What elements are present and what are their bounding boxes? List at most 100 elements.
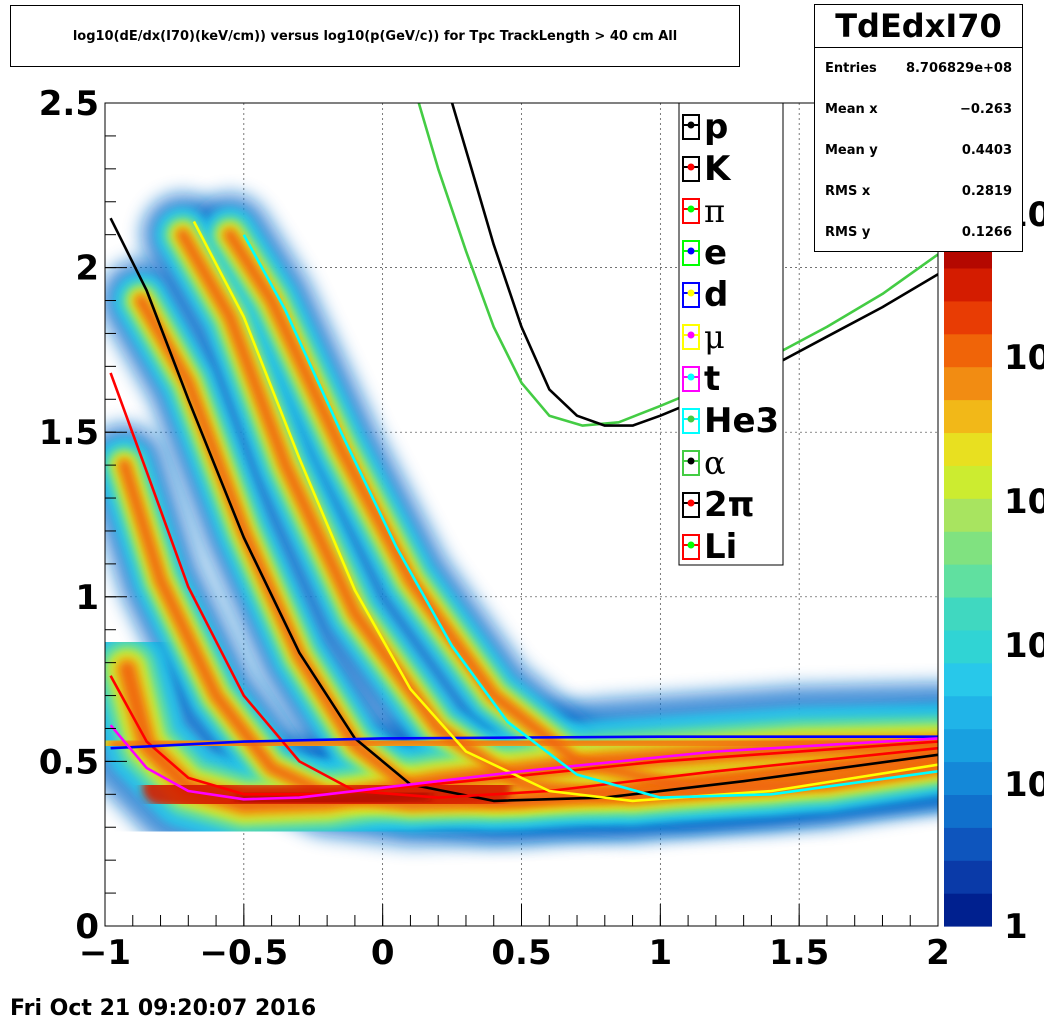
curve-π bbox=[109, 675, 938, 796]
y-tick-label: 0.5 bbox=[39, 742, 99, 782]
legend-item: e bbox=[682, 233, 727, 273]
legend-swatch-box bbox=[682, 324, 700, 350]
y-tick-label: 0 bbox=[75, 907, 99, 947]
colorbar-cell bbox=[944, 728, 992, 763]
stats-row: Mean x −0.263 bbox=[815, 89, 1022, 130]
legend-marker bbox=[687, 331, 695, 339]
legend-swatch-box bbox=[682, 156, 700, 182]
stats-label: Mean x bbox=[825, 102, 878, 117]
stats-box: TdEdxI70 Entries 8.706829e+08 Mean x −0.… bbox=[814, 4, 1023, 252]
stats-label: Mean y bbox=[825, 143, 878, 158]
legend-label: d bbox=[704, 275, 728, 315]
legend-item: π bbox=[682, 192, 725, 230]
colorbar-cell bbox=[944, 366, 992, 401]
colorbar-cell bbox=[944, 267, 992, 302]
legend-marker bbox=[687, 499, 695, 507]
stats-label: Entries bbox=[825, 61, 877, 76]
colorbar-tick-label: 10 bbox=[1004, 338, 1044, 378]
legend-marker bbox=[687, 457, 695, 465]
y-tick-label: 2 bbox=[75, 249, 99, 289]
x-tick-label: 1.5 bbox=[769, 933, 829, 973]
x-tick-label: 2 bbox=[926, 933, 950, 973]
legend-item: K bbox=[682, 149, 732, 189]
x-tick-label: −0.5 bbox=[199, 933, 288, 973]
colorbar-tick-label: 1 bbox=[1004, 907, 1028, 947]
legend-item: 2π bbox=[682, 485, 755, 525]
legend-item: p bbox=[682, 107, 728, 147]
colorbar-cell bbox=[944, 531, 992, 565]
stats-row: RMS y 0.1266 bbox=[815, 212, 1022, 253]
legend-swatch-box bbox=[682, 492, 700, 518]
legend-item: d bbox=[682, 275, 728, 315]
y-tick-label: 2.5 bbox=[39, 84, 99, 124]
legend-swatch-box bbox=[682, 282, 700, 308]
curve-K bbox=[109, 372, 938, 799]
x-tick-label: −1 bbox=[79, 933, 131, 973]
colorbar-cell bbox=[944, 827, 992, 861]
legend-marker bbox=[687, 541, 695, 549]
legend-label: 2π bbox=[704, 485, 755, 525]
stats-row: Entries 8.706829e+08 bbox=[815, 48, 1022, 89]
legend-item: μ bbox=[682, 318, 725, 356]
colorbar-cell bbox=[944, 300, 992, 335]
colorbar-cell bbox=[944, 333, 992, 368]
legend-swatch-box bbox=[682, 240, 700, 266]
stats-row: Mean y 0.4403 bbox=[815, 130, 1022, 171]
legend-marker bbox=[687, 247, 695, 255]
plot-title: log10(dE/dx(I70)(keV/cm)) versus log10(p… bbox=[10, 5, 740, 67]
colorbar-cell bbox=[944, 695, 992, 730]
stats-value: 0.2819 bbox=[961, 184, 1012, 199]
legend-label: π bbox=[704, 192, 725, 230]
legend-swatch-box bbox=[682, 450, 700, 476]
colorbar-cell bbox=[944, 761, 992, 795]
legend-label: μ bbox=[704, 318, 725, 356]
y-tick-label: 1 bbox=[75, 578, 99, 618]
colorbar-tick-label: 10 bbox=[1004, 765, 1044, 805]
legend-marker bbox=[687, 373, 695, 381]
legend-swatch-box bbox=[682, 198, 700, 224]
legend-item: Li bbox=[682, 527, 737, 567]
legend-swatch-box bbox=[682, 534, 700, 560]
stats-label: RMS x bbox=[825, 184, 871, 199]
legend-swatch-box bbox=[682, 114, 700, 140]
legend-swatch-box bbox=[682, 408, 700, 434]
colorbar-cell bbox=[944, 465, 992, 499]
date-stamp: Fri Oct 21 09:20:07 2016 bbox=[10, 996, 317, 1021]
legend-marker bbox=[687, 121, 695, 129]
curve-layer bbox=[109, 103, 938, 803]
legend-label: α bbox=[704, 444, 726, 482]
colorbar-cell bbox=[944, 564, 992, 598]
colorbar-cell bbox=[944, 893, 992, 927]
colorbar-cell bbox=[944, 794, 992, 828]
colorbar-cell bbox=[944, 399, 992, 434]
colorbar-cell bbox=[944, 498, 992, 532]
legend-swatch-box bbox=[682, 366, 700, 392]
plot-title-text: log10(dE/dx(I70)(keV/cm)) versus log10(p… bbox=[72, 28, 678, 44]
legend-label: t bbox=[704, 359, 720, 399]
stats-value: 0.4403 bbox=[961, 143, 1012, 158]
legend-marker bbox=[687, 205, 695, 213]
curve-α bbox=[450, 103, 938, 427]
colorbar-cell bbox=[944, 662, 992, 697]
legend-item: He3 bbox=[682, 401, 779, 441]
colorbar-cell bbox=[944, 860, 992, 894]
stats-value: 0.1266 bbox=[961, 225, 1012, 240]
x-tick-label: 0.5 bbox=[491, 933, 551, 973]
legend-marker bbox=[687, 289, 695, 297]
colorbar-tick-label: 10 bbox=[1004, 626, 1044, 666]
colorbar-cell bbox=[944, 432, 992, 466]
colorbar-cell bbox=[944, 629, 992, 664]
legend-label: K bbox=[704, 149, 732, 189]
legend-label: Li bbox=[704, 527, 737, 567]
colorbar-tick-label: 10 bbox=[1004, 482, 1044, 522]
x-tick-label: 0 bbox=[371, 933, 395, 973]
color-scale: 11010101010 bbox=[944, 195, 1044, 947]
colorbar-cell bbox=[944, 596, 992, 631]
legend-marker bbox=[687, 415, 695, 423]
curve-t bbox=[242, 234, 938, 799]
legend-label: p bbox=[704, 107, 728, 147]
stats-value: 8.706829e+08 bbox=[905, 61, 1012, 76]
axes: −1 −0.5 0 0.5 1 1.5 2 0 0.5 1 1.5 2 2.5 bbox=[39, 84, 950, 973]
band-core-peak bbox=[235, 786, 433, 809]
